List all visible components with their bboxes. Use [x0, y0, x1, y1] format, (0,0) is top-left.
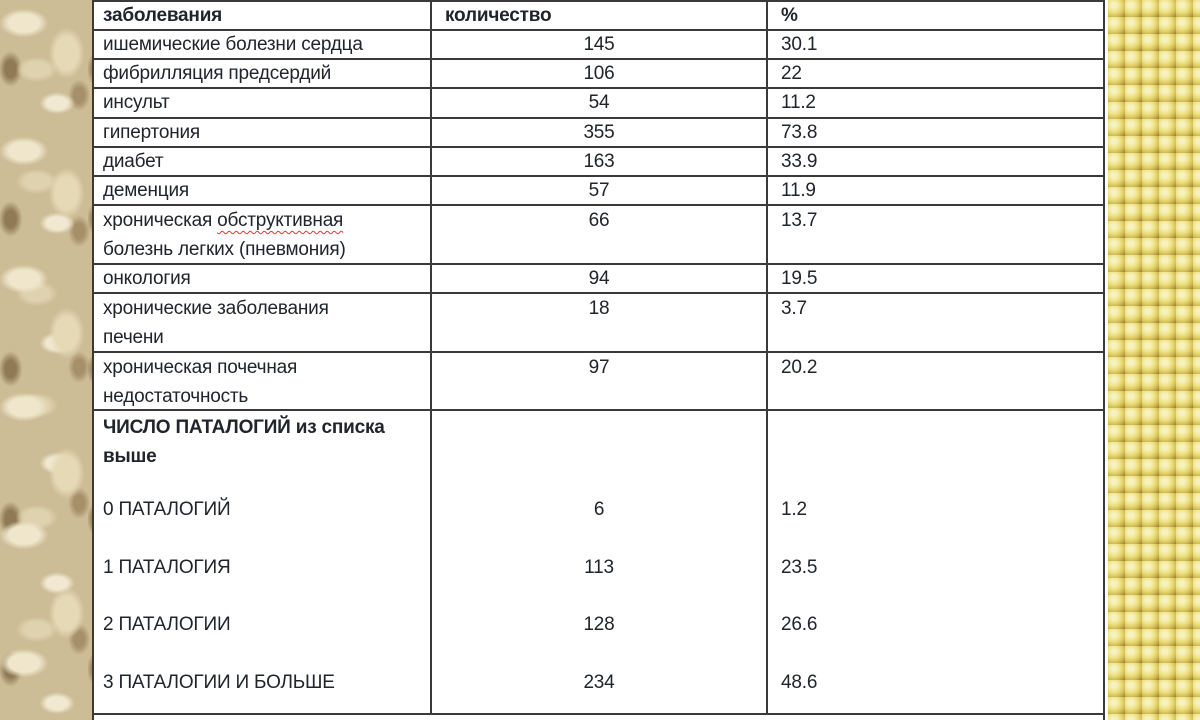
percent-cell: 33.9 [781, 150, 818, 172]
count-cell: 113 [432, 539, 768, 596]
table-row: фибрилляция предсердий 106 22 [94, 60, 1103, 89]
percent-cell: 23.5 [781, 556, 818, 578]
table-row: диабет 163 33.9 [94, 148, 1103, 177]
disease-text-part: хроническая почечная [103, 357, 298, 378]
disease-text-part: недостаточность [103, 386, 249, 407]
pathology-label: 0 ПАТАЛОГИЙ [94, 481, 432, 539]
disease-cell: хроническая почечная недостаточность [94, 353, 432, 409]
header-disease: заболевания [94, 2, 432, 29]
disease-text: хронические заболевания печени [103, 294, 329, 351]
table-row: хроническая почечная недостаточность 97 2… [94, 353, 1103, 411]
pathology-count-section: ЧИСЛО ПАТАЛОГИЙ из списка выше 0 ПАТАЛОГИ… [94, 411, 1103, 715]
empty-cell [768, 411, 1103, 481]
disease-text-part: хроническая [103, 210, 218, 231]
disease-cell: инсульт [94, 89, 432, 117]
section-heading-text: ЧИСЛО ПАТАЛОГИЙ из списка выше [103, 413, 385, 471]
disease-table: заболевания количество % ишемические бол… [92, 0, 1105, 720]
count-cell: 106 [432, 60, 768, 87]
section-heading: ЧИСЛО ПАТАЛОГИЙ из списка выше [94, 411, 432, 481]
disease-text-part: хронические заболевания [103, 298, 329, 319]
count-cell: 57 [432, 177, 768, 204]
count-cell: 94 [432, 265, 768, 292]
percent-cell: 30.1 [781, 33, 818, 55]
disease-cell: ишемические болезни сердца [94, 31, 432, 58]
table-row: онкология 94 19.5 [94, 265, 1103, 294]
count-cell: 66 [432, 206, 768, 263]
percent-cell: 13.7 [781, 210, 818, 231]
disease-text: хроническая почечная недостаточность [103, 353, 297, 409]
count-cell: 54 [432, 89, 768, 117]
misspelled-word: обструктивная [217, 210, 344, 231]
header-percent: % [781, 4, 798, 26]
table-header-row: заболевания количество % [94, 2, 1103, 31]
table-row: деменция 57 11.9 [94, 177, 1103, 206]
disease-cell: деменция [94, 177, 432, 204]
percent-cell: 19.5 [781, 267, 818, 289]
percent-cell: 11.2 [781, 92, 816, 113]
disease-text: хроническая обструктивная болезнь легких … [103, 206, 346, 263]
count-cell: 234 [432, 653, 768, 713]
disease-cell: диабет [94, 148, 432, 175]
table-row: гипертония 355 73.8 [94, 119, 1103, 148]
millet-grains-photo [1105, 0, 1200, 720]
table-row: инсульт 54 11.2 [94, 89, 1103, 119]
percent-cell: 1.2 [781, 499, 807, 520]
percent-cell: 22 [781, 62, 802, 84]
disease-cell: гипертония [94, 119, 432, 146]
percent-cell: 73.8 [781, 121, 818, 143]
disease-cell: фибрилляция предсердий [94, 60, 432, 87]
percent-cell: 3.7 [781, 298, 807, 319]
pathology-label: 3 ПАТАЛОГИИ И БОЛЬШЕ [94, 653, 432, 713]
count-cell: 6 [432, 481, 768, 539]
table-row: ишемические болезни сердца 145 30.1 [94, 31, 1103, 60]
disease-cell: хронические заболевания печени [94, 294, 432, 351]
count-cell: 145 [432, 31, 768, 58]
count-cell: 128 [432, 596, 768, 653]
percent-cell: 26.6 [781, 613, 818, 635]
header-count: количество [432, 2, 768, 29]
percent-cell: 48.6 [781, 672, 818, 693]
oat-flakes-photo [0, 0, 92, 720]
disease-text-part: болезнь легких (пневмония) [103, 239, 346, 260]
count-cell: 163 [432, 148, 768, 175]
count-cell: 355 [432, 119, 768, 146]
percent-cell: 11.9 [781, 179, 816, 201]
disease-text-part: печени [103, 327, 164, 348]
pathology-label: 2 ПАТАЛОГИИ [94, 596, 432, 653]
table-row: хроническая обструктивная болезнь легких … [94, 206, 1103, 265]
disease-cell: хроническая обструктивная болезнь легких … [94, 206, 432, 263]
empty-cell [432, 411, 768, 481]
count-cell: 18 [432, 294, 768, 351]
section-heading-line: ЧИСЛО ПАТАЛОГИЙ из списка [103, 417, 385, 438]
pathology-label: 1 ПАТАЛОГИЯ [94, 539, 432, 596]
percent-cell: 20.2 [781, 357, 818, 378]
table-row: хронические заболевания печени 18 3.7 [94, 294, 1103, 353]
disease-cell: онкология [94, 265, 432, 292]
table-bottom-margin [94, 715, 1103, 720]
count-cell: 97 [432, 353, 768, 409]
section-heading-line: выше [103, 446, 157, 467]
